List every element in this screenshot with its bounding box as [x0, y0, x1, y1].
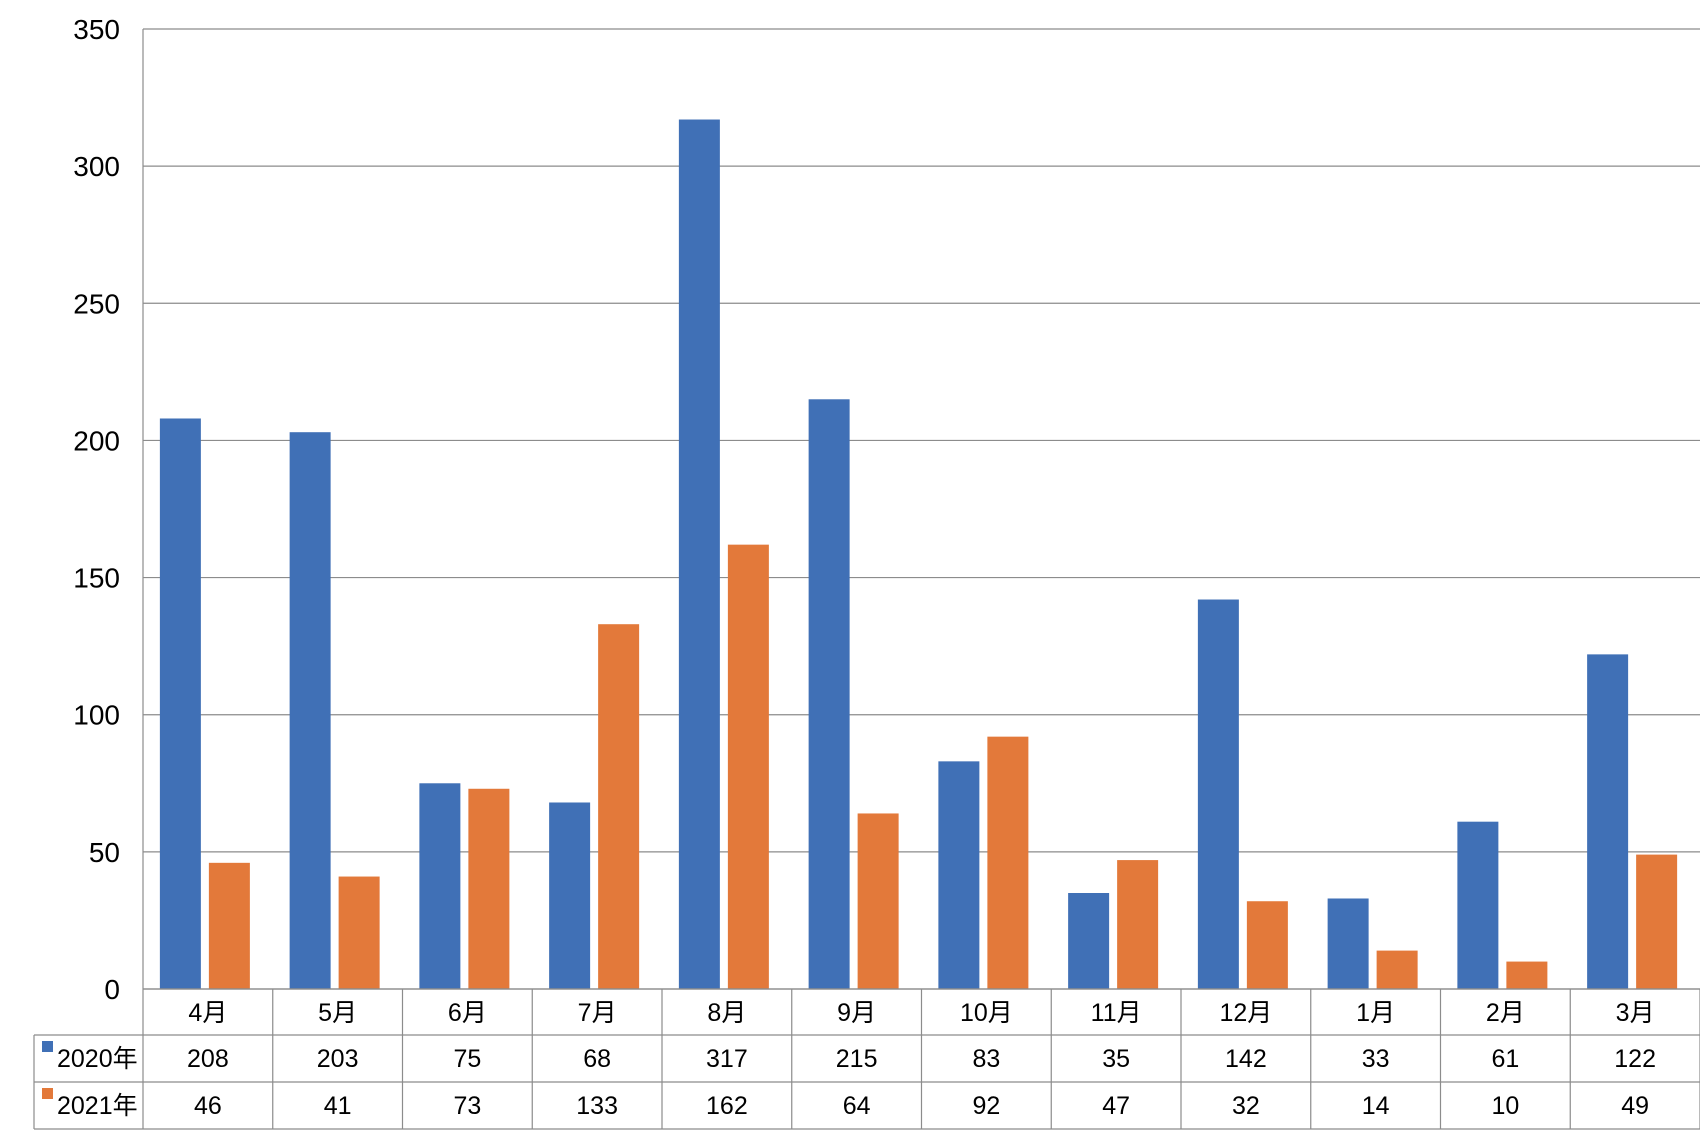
bar-series-2 [208, 862, 250, 989]
bar-series-1 [289, 432, 331, 989]
x-category-label: 7月 [578, 999, 617, 1027]
data-label: 203 [317, 1045, 359, 1073]
bar-series-2 [1117, 860, 1159, 989]
data-label: 75 [453, 1045, 481, 1073]
bar-series-1 [938, 761, 980, 989]
data-label: 46 [194, 1092, 222, 1120]
bar-series-1 [159, 418, 201, 989]
x-category-label: 11月 [1091, 999, 1142, 1027]
legend-swatch [42, 1041, 53, 1052]
bar-series-2 [1506, 961, 1548, 989]
x-category-label: 10月 [960, 999, 1013, 1027]
data-label: 83 [972, 1045, 1000, 1073]
bar-series-2 [338, 876, 380, 989]
data-label: 47 [1102, 1092, 1130, 1120]
bar-series-1 [419, 783, 461, 989]
bar-series-1 [1587, 654, 1629, 989]
data-label: 10 [1491, 1092, 1519, 1120]
bar-series-1 [678, 119, 720, 989]
bar-series-2 [1246, 901, 1288, 989]
y-tick-label: 100 [73, 700, 120, 731]
x-category-label: 9月 [837, 999, 876, 1027]
data-label: 215 [836, 1045, 878, 1073]
legend-label: 2020年 [57, 1045, 138, 1073]
bar-series-2 [598, 624, 640, 989]
gridlines [143, 28, 1700, 853]
data-label: 92 [972, 1092, 1000, 1120]
legend-label: 2021年 [57, 1092, 138, 1120]
bars [159, 119, 1678, 989]
x-category-label: 2月 [1486, 999, 1525, 1027]
y-tick-label: 200 [73, 425, 120, 456]
data-label: 64 [843, 1092, 871, 1120]
y-tick-label: 250 [73, 288, 120, 319]
bar-series-2 [857, 813, 899, 989]
bar-series-1 [1068, 893, 1110, 989]
bar-series-1 [808, 399, 850, 989]
data-label: 122 [1614, 1045, 1656, 1073]
data-label: 32 [1232, 1092, 1260, 1120]
data-label: 142 [1225, 1045, 1267, 1073]
data-label: 49 [1621, 1092, 1649, 1120]
x-category-label: 3月 [1616, 999, 1655, 1027]
data-label: 41 [324, 1092, 352, 1120]
data-label: 61 [1491, 1045, 1519, 1073]
bar-series-1 [1197, 599, 1239, 989]
data-label: 68 [583, 1045, 611, 1073]
x-category-label: 12月 [1219, 999, 1272, 1027]
data-label: 162 [706, 1092, 748, 1120]
y-tick-label: 150 [73, 563, 120, 594]
y-axis-ticks: 0 50 100 150 200 250 300 350 [73, 14, 120, 1005]
x-category-label: 5月 [318, 999, 357, 1027]
data-label: 14 [1362, 1092, 1390, 1120]
data-label: 35 [1102, 1045, 1130, 1073]
y-tick-label: 0 [104, 974, 120, 1005]
data-label: 73 [453, 1092, 481, 1120]
bar-series-1 [1457, 821, 1499, 989]
data-label: 317 [706, 1045, 748, 1073]
bar-series-1 [1327, 898, 1369, 989]
legend-swatch [42, 1088, 53, 1099]
bar-series-2 [987, 736, 1029, 989]
bar-series-2 [727, 544, 769, 989]
data-label: 33 [1362, 1045, 1390, 1073]
y-tick-label: 350 [73, 14, 120, 45]
y-tick-label: 300 [73, 151, 120, 182]
data-label: 208 [187, 1045, 229, 1073]
bar-series-1 [549, 802, 591, 989]
x-category-label: 8月 [707, 999, 746, 1027]
y-tick-label: 50 [89, 837, 120, 868]
x-category-label: 6月 [448, 999, 487, 1027]
data-table: 4月 5月 6月 7月 8月 9月 10月 11月 12月 1月 2月 3月 2020年 208 203 75… [33, 988, 1700, 1130]
bar-series-2 [468, 788, 510, 989]
x-category-label: 1月 [1356, 999, 1395, 1027]
data-label: 133 [576, 1092, 618, 1120]
bar-series-2 [1376, 950, 1418, 989]
x-category-label: 4月 [188, 999, 227, 1027]
bar-series-2 [1636, 854, 1678, 989]
